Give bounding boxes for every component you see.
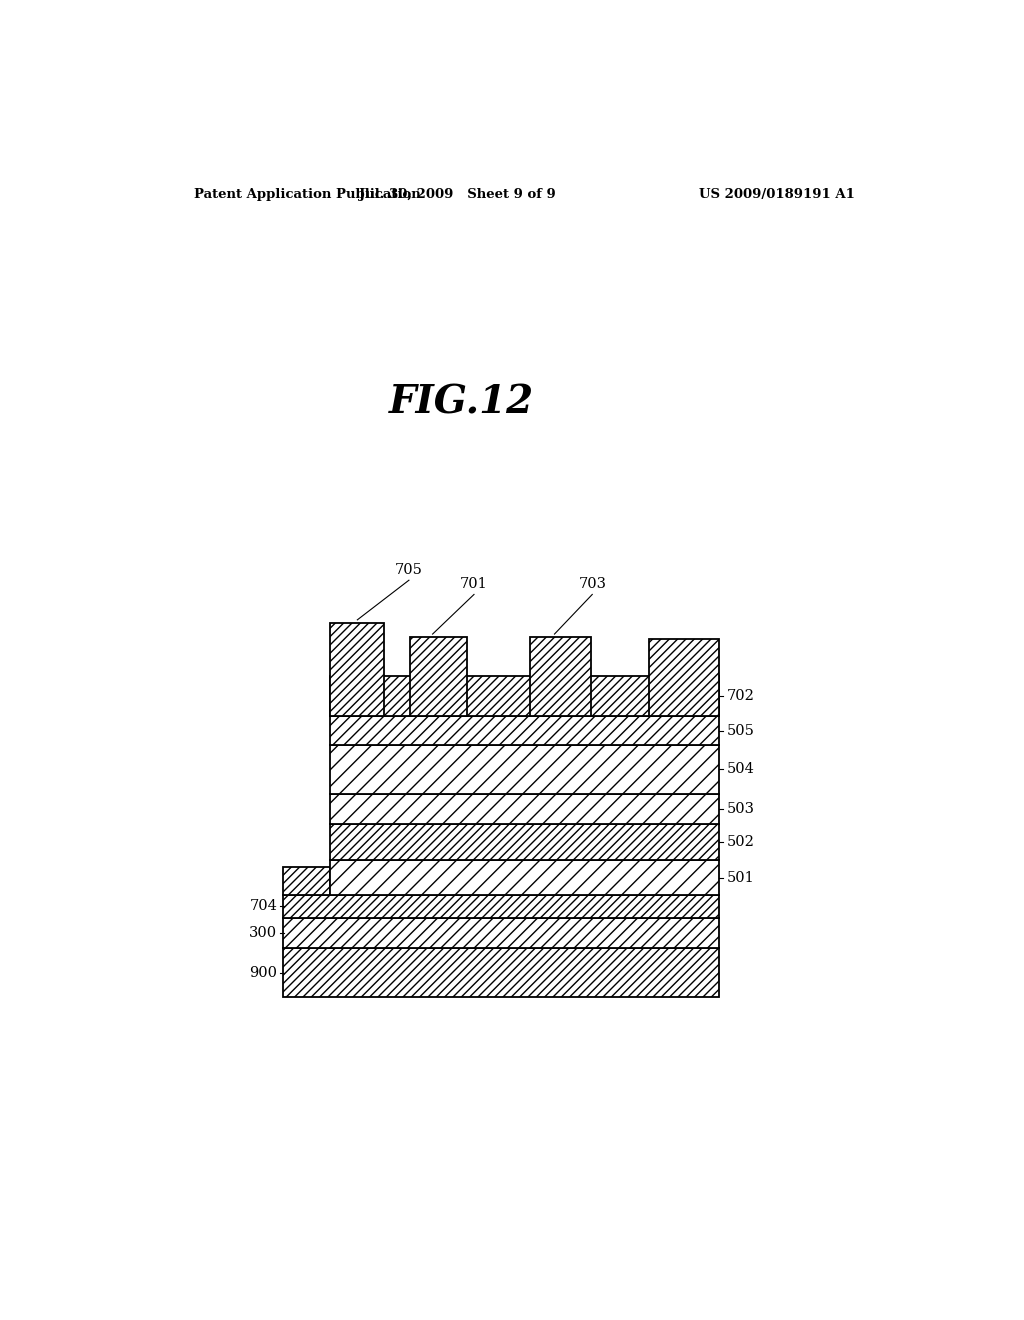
Bar: [283, 917, 719, 948]
Text: 503: 503: [727, 801, 755, 816]
Text: 704: 704: [249, 899, 278, 913]
Bar: [331, 824, 719, 859]
Text: 505: 505: [727, 723, 755, 738]
Text: Jul. 30, 2009   Sheet 9 of 9: Jul. 30, 2009 Sheet 9 of 9: [359, 189, 556, 202]
Text: 701: 701: [460, 577, 487, 591]
Text: Patent Application Publication: Patent Application Publication: [194, 189, 421, 202]
Text: 300: 300: [249, 925, 278, 940]
Bar: [283, 895, 719, 917]
Bar: [331, 623, 384, 717]
Text: 504: 504: [727, 762, 755, 776]
Text: 900: 900: [249, 965, 278, 979]
Bar: [649, 639, 719, 717]
Bar: [331, 744, 719, 793]
Bar: [331, 717, 719, 744]
Bar: [331, 676, 719, 717]
Text: 702: 702: [727, 689, 755, 704]
Bar: [283, 867, 331, 895]
Bar: [331, 793, 719, 824]
Text: US 2009/0189191 A1: US 2009/0189191 A1: [699, 189, 855, 202]
Text: 502: 502: [727, 836, 755, 849]
Text: 703: 703: [579, 577, 606, 591]
Bar: [283, 948, 719, 997]
Bar: [410, 638, 467, 717]
Text: 705: 705: [395, 564, 423, 577]
Text: FIG.12: FIG.12: [389, 383, 534, 421]
Bar: [331, 859, 719, 895]
Text: 501: 501: [727, 870, 755, 884]
Bar: [530, 638, 591, 717]
